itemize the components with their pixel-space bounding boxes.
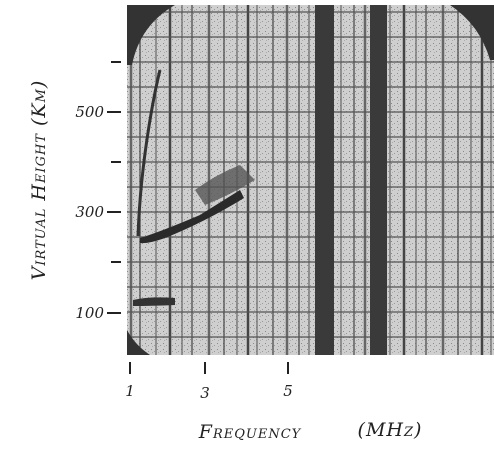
x-tick-label: 1 [125, 382, 135, 400]
x-axis: 1 3 5 Frequency (MHz) [125, 362, 423, 443]
y-tick-label: 500 [75, 103, 104, 121]
dark-corner [450, 5, 494, 60]
y-axis-label: Virtual Height (Km) [28, 80, 50, 281]
echo-trace [195, 165, 255, 205]
x-tick-label: 3 [200, 384, 210, 402]
echo-trace [136, 69, 162, 237]
y-tick-label: 300 [75, 203, 104, 221]
interference-band [370, 5, 387, 355]
plate-background [127, 5, 494, 355]
x-axis-label: Frequency [198, 421, 302, 443]
dark-corner [127, 5, 175, 65]
x-tick-label: 5 [283, 382, 293, 400]
y-tick-label: 100 [75, 304, 104, 322]
ionogram-plate [127, 5, 494, 355]
echo-trace [140, 190, 244, 244]
height-grid [127, 11, 494, 338]
y-axis: 500 300 100 Virtual Height (Km) [28, 61, 121, 322]
x-axis-unit: (MHz) [358, 419, 423, 441]
echo-trace [133, 297, 175, 306]
dark-corner [127, 330, 150, 355]
interference-band [315, 5, 334, 355]
